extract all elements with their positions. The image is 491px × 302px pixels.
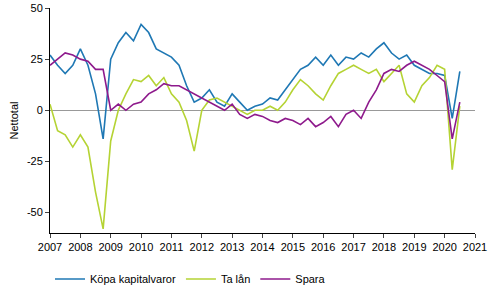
svg-text:2021: 2021 (463, 241, 487, 253)
svg-text:-25: -25 (27, 155, 43, 167)
svg-text:0: 0 (37, 104, 43, 116)
svg-text:Nettotal: Nettotal (8, 102, 20, 140)
svg-text:2011: 2011 (160, 241, 184, 253)
svg-text:Köpa kapitalvaror: Köpa kapitalvaror (90, 273, 176, 285)
svg-text:2016: 2016 (311, 241, 335, 253)
svg-text:50: 50 (31, 2, 43, 14)
svg-text:25: 25 (31, 53, 43, 65)
svg-text:2015: 2015 (281, 241, 305, 253)
svg-text:2013: 2013 (220, 241, 244, 253)
svg-text:Spara: Spara (295, 273, 325, 285)
svg-text:Ta lån: Ta lån (221, 273, 250, 285)
svg-text:2010: 2010 (129, 241, 153, 253)
svg-text:2012: 2012 (190, 241, 214, 253)
svg-text:2020: 2020 (432, 241, 456, 253)
svg-text:2008: 2008 (68, 241, 92, 253)
svg-text:2019: 2019 (402, 241, 426, 253)
svg-text:2017: 2017 (341, 241, 365, 253)
svg-text:2009: 2009 (98, 241, 122, 253)
svg-text:2014: 2014 (250, 241, 274, 253)
svg-text:-50: -50 (27, 206, 43, 218)
svg-text:2018: 2018 (372, 241, 396, 253)
svg-text:2007: 2007 (38, 241, 62, 253)
